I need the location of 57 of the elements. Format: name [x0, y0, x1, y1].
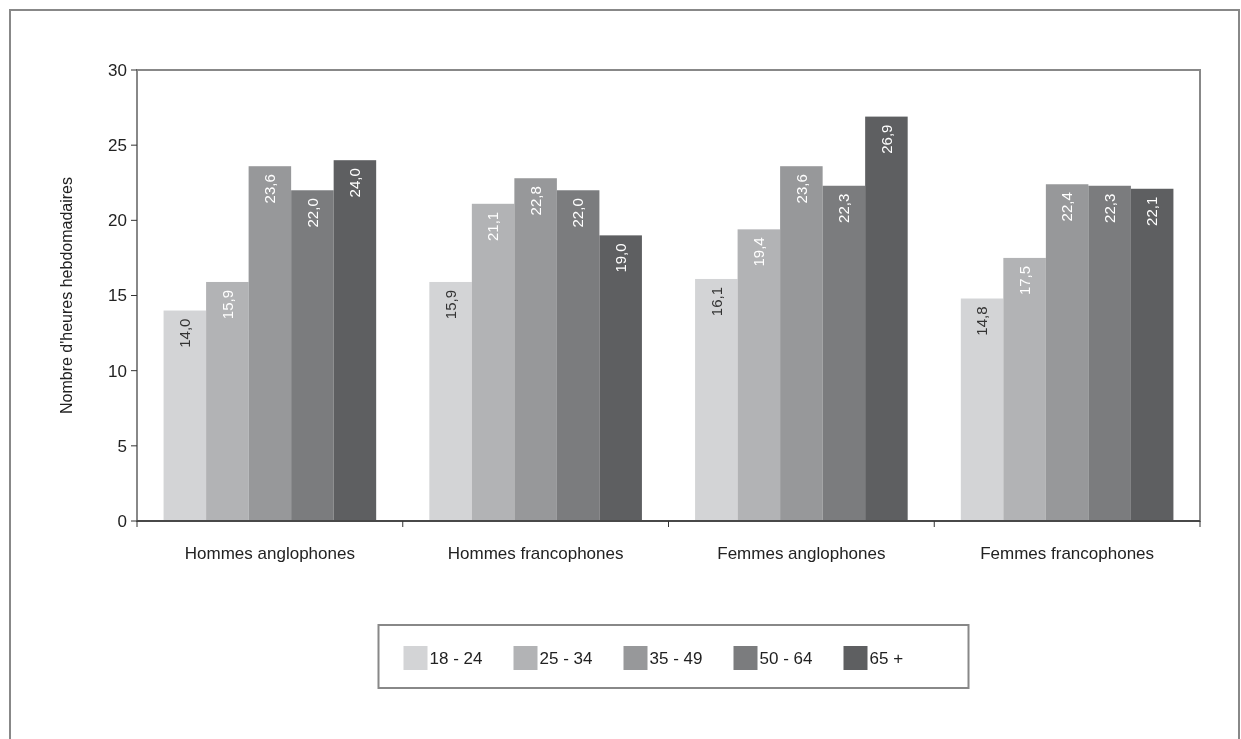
data-label: 22,8: [526, 186, 544, 216]
bar: [1088, 185, 1131, 521]
x-tick-label: Hommes anglophones: [184, 544, 355, 563]
data-label: 22,3: [1100, 193, 1118, 223]
x-tick-label: Hommes francophones: [447, 544, 624, 563]
y-axis-title: Nombre d'heures hebdomadaires: [58, 177, 75, 414]
bar: [248, 166, 292, 521]
data-label: 22,3: [835, 193, 853, 223]
data-label: 16,1: [707, 286, 725, 317]
bar: [695, 278, 738, 521]
data-label: 22,1: [1143, 196, 1161, 226]
legend-label: 18 - 24: [429, 648, 483, 668]
data-label: 22,0: [303, 198, 321, 228]
y-tick-label: 0: [117, 511, 127, 531]
bar: [737, 229, 781, 521]
y-tick-label: 20: [108, 211, 127, 231]
data-label: 19,4: [750, 237, 768, 267]
data-label: 21,1: [484, 211, 502, 241]
data-label: 17,5: [1015, 265, 1033, 296]
legend-label: 25 - 34: [539, 648, 593, 668]
bar: [206, 281, 249, 521]
x-tick-label: Femmes anglophones: [717, 544, 886, 563]
bar: [163, 310, 207, 521]
data-label: 15,9: [218, 289, 236, 320]
bar: [822, 185, 866, 521]
data-label: 14,8: [973, 306, 991, 336]
bar: [556, 190, 600, 521]
legend-label: 50 - 64: [759, 648, 813, 668]
bar: [1130, 188, 1174, 521]
data-label: 23,6: [261, 174, 279, 204]
y-tick-label: 30: [108, 60, 127, 80]
data-label: 19,0: [611, 243, 629, 273]
y-tick-label: 10: [108, 361, 127, 381]
bar: [960, 298, 1004, 521]
bar: [471, 203, 515, 521]
bar: [333, 160, 377, 521]
bar: [865, 116, 908, 521]
bar: [1003, 257, 1046, 521]
bar: [599, 235, 642, 521]
bar: [514, 178, 557, 521]
bar: [429, 281, 472, 521]
x-tick-label: Femmes francophones: [980, 544, 1155, 563]
bar: [1045, 184, 1089, 521]
data-label: 24,0: [346, 168, 364, 198]
data-label: 22,4: [1058, 192, 1076, 222]
data-label: 15,9: [441, 289, 459, 320]
data-label: 22,0: [569, 198, 587, 228]
y-tick-label: 25: [108, 136, 127, 156]
legend-label: 35 - 49: [649, 648, 703, 668]
data-label: 14,0: [176, 318, 194, 348]
bar: [780, 166, 823, 521]
y-tick-label: 15: [108, 286, 127, 306]
data-label: 23,6: [792, 174, 810, 204]
data-label: 26,9: [877, 124, 895, 154]
legend-label: 65 +: [869, 648, 904, 668]
bar: [291, 190, 334, 521]
y-tick-label: 5: [117, 436, 127, 456]
